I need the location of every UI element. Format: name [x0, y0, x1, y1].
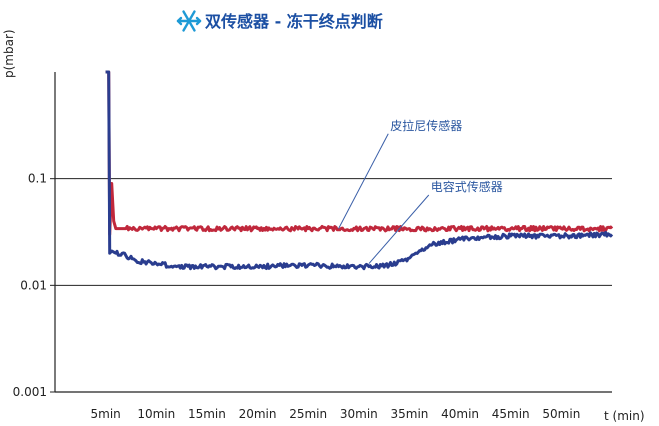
x-tick-label: 5min: [91, 407, 121, 421]
y-tick-label: 0.1: [28, 172, 47, 186]
series-line-pirani: [105, 70, 614, 236]
chart-title: 双传感器 - 冻干终点判断: [205, 12, 383, 31]
y-tick-label: 0.01: [20, 278, 47, 292]
y-tick-labels: 0.001 0.01 0.1: [13, 172, 47, 399]
x-tick-labels: 5min 10min 15min 20min 25min 30min 35min 40min 4…: [91, 407, 581, 421]
x-tick-label: 50min: [542, 407, 580, 421]
y-axis-label: p(mbar): [2, 29, 16, 78]
snowflake-icon: [176, 10, 202, 32]
annotation-leader: [368, 194, 430, 264]
annotation-label: 电容式传感器: [431, 179, 503, 194]
annotation-leader: [338, 133, 389, 229]
series-lines: [105, 70, 614, 271]
x-tick-label: 20min: [239, 407, 277, 421]
x-tick-label: 45min: [492, 407, 530, 421]
gridlines: [50, 178, 612, 393]
x-tick-label: 15min: [188, 407, 226, 421]
x-tick-label: 35min: [391, 407, 429, 421]
annotation-label: 皮拉尼传感器: [390, 118, 462, 133]
chart-header: 双传感器 - 冻干终点判断: [176, 10, 383, 32]
x-tick-label: 25min: [289, 407, 327, 421]
x-axis-label: t (min): [604, 409, 645, 423]
x-tick-label: 30min: [340, 407, 378, 421]
y-tick-label: 0.001: [13, 385, 47, 399]
x-tick-label: 40min: [441, 407, 479, 421]
x-tick-label: 10min: [137, 407, 175, 421]
series-line-capacitance: [105, 70, 614, 271]
